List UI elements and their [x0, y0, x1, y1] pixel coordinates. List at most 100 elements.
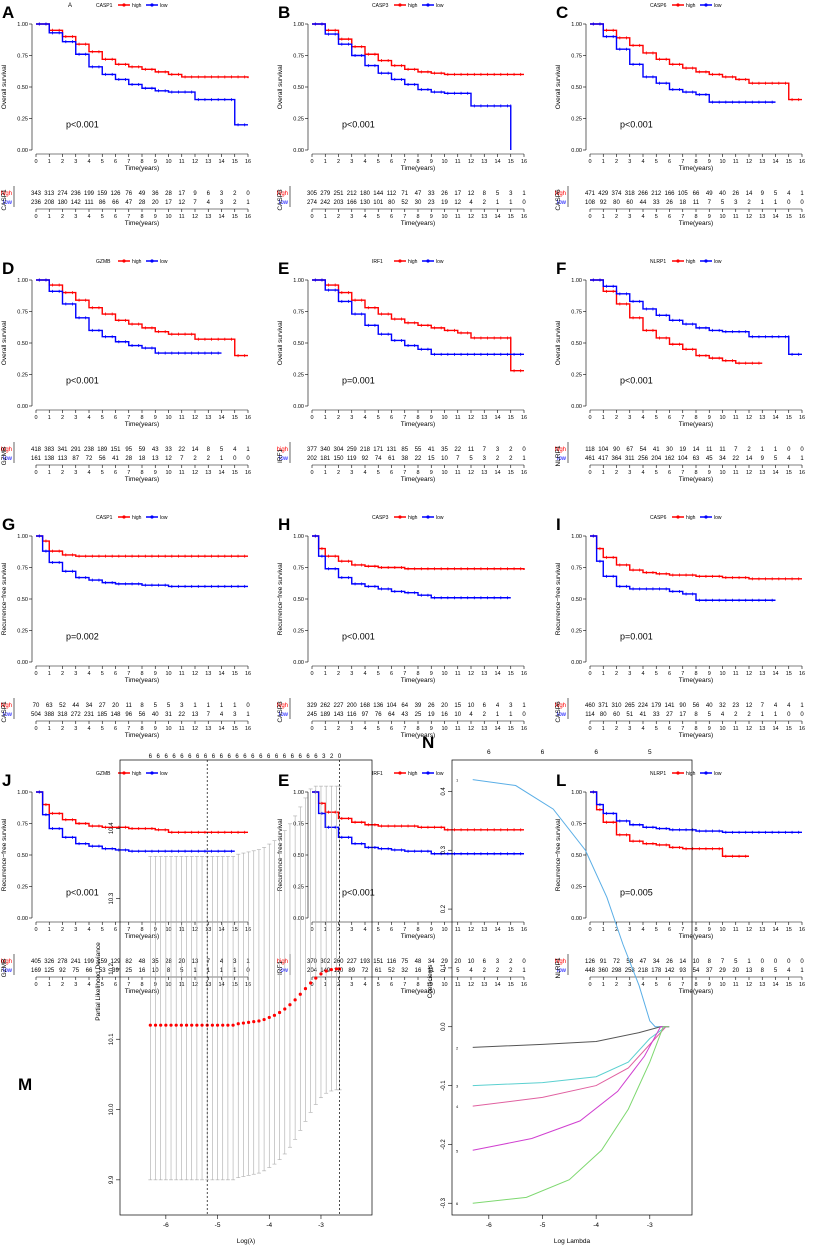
- x-axis-label: Time(years): [679, 933, 713, 940]
- risk-count-low: 61: [375, 968, 382, 974]
- risk-count-high: 1: [800, 703, 804, 709]
- risk-count-high: 13: [192, 959, 199, 965]
- x-tick-label: 8: [694, 415, 697, 421]
- risk-count-high: 279: [320, 191, 331, 197]
- risk-x-tick-label: 6: [114, 726, 117, 732]
- risk-x-tick-label: 8: [416, 470, 419, 476]
- risk-x-axis-label: Time(years): [679, 988, 713, 995]
- km-panel-11: E IRF1 high low0.000.250.500.751.00Recurren…: [277, 771, 527, 995]
- risk-count-low: 364: [611, 456, 622, 462]
- risk-x-tick-label: 4: [641, 982, 644, 988]
- risk-count-high: 8: [483, 191, 487, 197]
- x-axis-label: Time(years): [401, 933, 435, 940]
- risk-x-tick-label: 13: [759, 214, 765, 220]
- risk-count-high: 9: [193, 191, 197, 197]
- y-tick-label: 10.4: [109, 822, 115, 834]
- risk-x-tick-label: 11: [733, 214, 739, 220]
- y-tick-label: 0.25: [571, 373, 582, 379]
- risk-count-low: 5: [456, 968, 460, 974]
- risk-count-high: 17: [178, 191, 185, 197]
- x-tick-label: 16: [245, 159, 251, 165]
- risk-count-low: 80: [600, 712, 607, 718]
- x-tick-label: 11: [455, 159, 461, 165]
- risk-count-low: 14: [746, 456, 753, 462]
- risk-x-tick-label: 11: [455, 214, 461, 220]
- risk-count-low: 16: [139, 968, 146, 974]
- risk-x-tick-label: 15: [232, 470, 238, 476]
- risk-label-high: high: [277, 447, 288, 453]
- coef-curve-label: 1: [456, 778, 459, 783]
- risk-count-low: 311: [625, 456, 635, 462]
- risk-count-low: 1: [496, 712, 500, 718]
- risk-count-low: 2: [747, 200, 751, 206]
- y-tick-label: 0.00: [571, 916, 582, 922]
- y-tick-label: 1.00: [293, 534, 304, 540]
- risk-x-tick-label: 12: [192, 982, 198, 988]
- y-tick-label: 0.00: [293, 660, 304, 666]
- risk-label-low: low: [3, 456, 13, 462]
- risk-count-low: 2: [483, 968, 487, 974]
- risk-count-low: 5: [774, 456, 778, 462]
- x-tick-label: 15: [232, 671, 238, 677]
- top-count-label: 6: [157, 754, 161, 760]
- risk-x-tick-label: 1: [602, 982, 605, 988]
- risk-x-tick-label: 12: [468, 470, 474, 476]
- risk-count-low: 87: [72, 456, 79, 462]
- risk-x-tick-label: 11: [179, 214, 185, 220]
- risk-count-high: 63: [46, 703, 53, 709]
- risk-count-high: 193: [360, 959, 371, 965]
- risk-count-high: 26: [666, 959, 673, 965]
- risk-count-low: 2: [483, 712, 487, 718]
- risk-gene-label: IRF1: [277, 961, 284, 975]
- y-tick-label: 0.50: [17, 341, 28, 347]
- x-tick-label: 12: [192, 159, 198, 165]
- risk-x-axis-label: Time(years): [401, 988, 435, 995]
- risk-x-tick-label: 14: [494, 470, 500, 476]
- risk-count-high: 26: [441, 191, 448, 197]
- risk-gene-label: CASP3: [277, 701, 284, 723]
- risk-count-high: 33: [165, 447, 172, 453]
- x-tick-label: 4: [87, 927, 90, 933]
- risk-count-low: 1: [522, 456, 526, 462]
- coef-curve-label: 3: [456, 1084, 459, 1089]
- panel-letter: E: [278, 259, 289, 278]
- risk-count-high: 22: [178, 447, 185, 453]
- top-count-label: 6: [228, 754, 232, 760]
- risk-count-low: 26: [666, 200, 673, 206]
- x-tick-label: 0: [588, 415, 591, 421]
- risk-count-low: 37: [706, 968, 713, 974]
- risk-count-high: 251: [333, 191, 344, 197]
- risk-x-tick-label: 16: [245, 214, 251, 220]
- legend-gene: CASP3: [372, 515, 389, 521]
- legend-high-marker: [122, 259, 126, 263]
- risk-count-high: 49: [706, 191, 713, 197]
- risk-x-axis-label: Time(years): [125, 732, 159, 739]
- risk-count-low: 189: [320, 712, 331, 718]
- x-tick-label: 4: [87, 159, 90, 165]
- risk-count-low: 20: [152, 200, 159, 206]
- risk-x-tick-label: 14: [494, 726, 500, 732]
- risk-count-low: 41: [112, 456, 119, 462]
- x-tick-label: 0: [588, 159, 591, 165]
- x-tick-label: 11: [733, 927, 739, 933]
- risk-x-tick-label: 0: [310, 470, 313, 476]
- risk-count-low: 16: [441, 712, 448, 718]
- risk-count-high: 0: [522, 447, 526, 453]
- risk-x-tick-label: 2: [615, 726, 618, 732]
- x-tick-label: 0: [588, 927, 591, 933]
- km-curve-low: [312, 279, 524, 356]
- x-tick-label: 16: [245, 927, 251, 933]
- x-tick-label: 11: [455, 671, 461, 677]
- legend-high-label: high: [408, 771, 418, 777]
- risk-label-low: low: [3, 200, 13, 206]
- risk-count-high: 32: [719, 703, 726, 709]
- risk-count-low: 51: [626, 712, 633, 718]
- legend-high-marker: [676, 771, 680, 775]
- x-tick-label: 10: [441, 927, 447, 933]
- risk-x-tick-label: 3: [350, 214, 353, 220]
- x-tick-label: 9: [708, 159, 711, 165]
- risk-count-low: 8: [761, 968, 765, 974]
- risk-x-tick-label: 11: [455, 726, 461, 732]
- risk-x-tick-label: 10: [441, 214, 447, 220]
- y-tick-label: 1.00: [293, 22, 304, 28]
